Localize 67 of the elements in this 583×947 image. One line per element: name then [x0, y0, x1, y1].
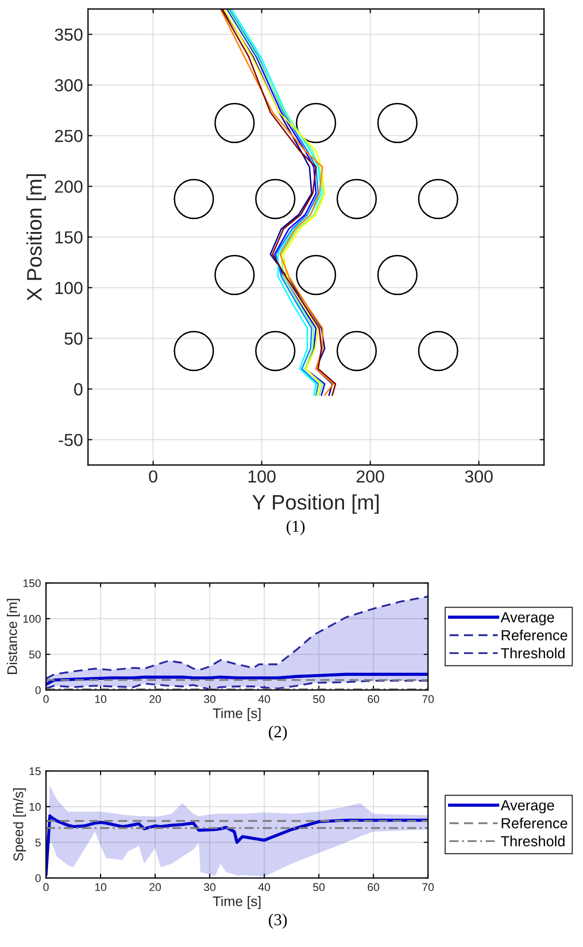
x-tick-label: 60 [368, 883, 380, 892]
y-tick-label: -50 [58, 434, 82, 446]
y-tick-label: 5 [35, 838, 41, 846]
x-tick-label: 0 [43, 695, 49, 704]
x-tick-label: 20 [150, 883, 161, 892]
y-tick-label: 10 [30, 802, 41, 811]
point [214, 254, 255, 296]
x-axis-title: Y Position [m] [252, 494, 379, 514]
x-tick-label: 30 [204, 883, 216, 892]
y-axis-title: Speed [m/s] [13, 788, 26, 861]
text: (3) [268, 914, 287, 929]
point [214, 102, 255, 144]
y-axis-title: Distance [m] [6, 598, 20, 674]
y-tick-label: 50 [29, 650, 41, 658]
point [377, 254, 418, 296]
point [377, 102, 418, 144]
y-tick-label: 15 [30, 767, 41, 776]
point [174, 330, 214, 372]
y-tick-label: 200 [55, 180, 82, 193]
legend-label: Threshold [500, 836, 565, 846]
legend-label: Average [500, 800, 554, 814]
x-tick-label: 40 [258, 883, 270, 892]
y-tick-label: 350 [54, 28, 82, 41]
text: (2) [268, 726, 287, 741]
y-tick-label: 0 [35, 874, 41, 882]
x-tick-label: 70 [422, 695, 434, 704]
x-tick-label: 70 [422, 883, 434, 892]
legend-label: Threshold [500, 648, 565, 658]
point [255, 330, 296, 372]
y-tick-label: 150 [23, 579, 41, 588]
y-tick-label: 150 [56, 231, 82, 244]
x-tick-label: 200 [356, 470, 384, 483]
legend-label: Average [500, 612, 554, 626]
y-tick-label: 100 [56, 282, 82, 294]
point [174, 178, 214, 220]
x-tick-label: 20 [150, 695, 161, 704]
y-axis-title: X Position [m] [26, 174, 46, 301]
x-tick-label: 60 [368, 695, 380, 704]
x-tick-label: 300 [465, 470, 493, 483]
legend-label: Reference [502, 818, 568, 828]
y-tick-label: 100 [23, 614, 41, 623]
x-tick-label: 50 [313, 883, 325, 892]
x-axis-title: Time [s] [212, 896, 260, 909]
text: (1) [286, 520, 305, 536]
x-tick-label: 50 [313, 695, 325, 704]
x-tick-label: 0 [148, 470, 158, 483]
y-tick-label: 0 [74, 383, 82, 396]
point [418, 178, 458, 220]
x-tick-label: 40 [258, 695, 270, 704]
y-tick-label: 0 [35, 686, 41, 694]
line-series [46, 672, 428, 686]
x-tick-label: 10 [95, 883, 106, 892]
y-tick-label: 50 [64, 332, 82, 345]
point [296, 254, 336, 296]
point [255, 178, 296, 220]
point [418, 330, 458, 372]
x-tick-label: 10 [95, 695, 106, 704]
x-tick-label: 30 [204, 695, 216, 704]
point [336, 330, 377, 372]
point [296, 102, 336, 144]
x-tick-label: 0 [43, 883, 49, 892]
y-tick-label: 250 [55, 130, 82, 142]
legend-label: Reference [502, 630, 568, 640]
y-tick-label: 300 [54, 79, 82, 92]
x-tick-label: 100 [248, 470, 276, 483]
point [336, 178, 377, 220]
x-axis-title: Time [s] [212, 708, 260, 721]
